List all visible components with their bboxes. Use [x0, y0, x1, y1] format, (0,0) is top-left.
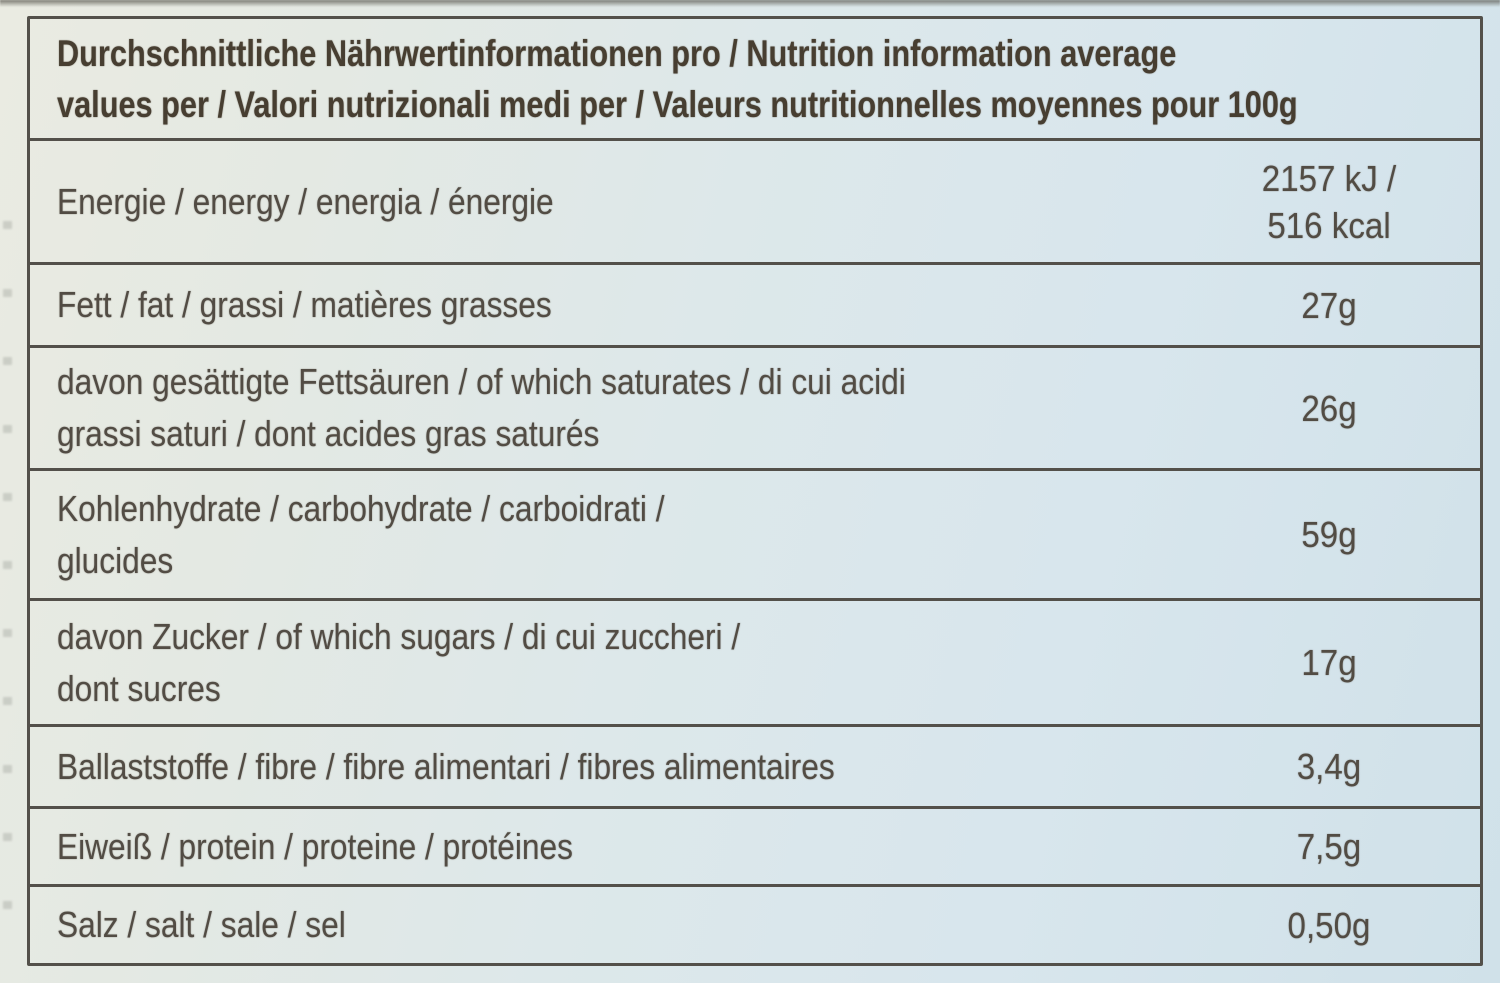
photo-top-edge-shadow	[0, 0, 1500, 7]
row-value-salt: 0,50g	[1204, 902, 1454, 949]
row-value-text: 516 kcal	[1267, 204, 1391, 246]
row-label-text: Salz / salt / sale / sel	[57, 904, 346, 945]
table-row-protein: Eiweiß / protein / proteine / protéines …	[30, 809, 1480, 887]
row-value-text: 27g	[1301, 284, 1357, 326]
table-row-carbohydrate: Kohlenhydrate / carbohydrate / carboidra…	[30, 471, 1480, 601]
row-label-sugars: davon Zucker / of which sugars / di cui …	[30, 611, 1204, 715]
row-value-fat: 27g	[1204, 282, 1454, 329]
row-label-salt: Salz / salt / sale / sel	[30, 899, 1204, 951]
row-label-text: Fett / fat / grassi / matières grasses	[57, 284, 552, 325]
row-value-text: 7,5g	[1296, 826, 1362, 867]
table-row-energy: Energie / energy / energia / énergie 215…	[30, 141, 1480, 265]
table-header-row: Durchschnittliche Nährwertinformationen …	[30, 19, 1480, 141]
row-value-text: 0,50g	[1287, 904, 1371, 946]
row-label-text: glucides	[57, 539, 174, 581]
header-line-1: Durchschnittliche Nährwertinformationen …	[57, 32, 1177, 74]
row-value-text: 3,4g	[1296, 746, 1362, 787]
row-label-energy: Energie / energy / energia / énergie	[30, 176, 1204, 228]
row-label-fat: Fett / fat / grassi / matières grasses	[30, 279, 1204, 331]
row-value-carbohydrate: 59g	[1204, 511, 1454, 558]
table-row-fat: Fett / fat / grassi / matières grasses 2…	[30, 265, 1480, 348]
row-label-fibre: Ballaststoffe / fibre / fibre alimentari…	[30, 741, 1204, 793]
row-label-text: Ballaststoffe / fibre / fibre alimentari…	[57, 745, 835, 787]
row-label-text: davon Zucker / of which sugars / di cui …	[57, 615, 741, 657]
row-label-text: Energie / energy / energia / énergie	[57, 180, 554, 222]
row-label-text: Kohlenhydrate / carbohydrate / carboidra…	[57, 487, 665, 529]
table-row-saturates: davon gesättigte Fettsäuren / of which s…	[30, 348, 1480, 471]
row-value-text: 26g	[1301, 387, 1357, 429]
row-value-text: 2157 kJ /	[1261, 157, 1397, 199]
row-value-sugars: 17g	[1204, 639, 1454, 686]
row-label-saturates: davon gesättigte Fettsäuren / of which s…	[30, 356, 1204, 460]
row-value-fibre: 3,4g	[1204, 743, 1454, 790]
row-value-saturates: 26g	[1204, 385, 1454, 432]
row-label-text: davon gesättigte Fettsäuren / of which s…	[57, 361, 906, 402]
row-value-protein: 7,5g	[1204, 823, 1454, 870]
table-row-sugars: davon Zucker / of which sugars / di cui …	[30, 601, 1480, 727]
table-row-salt: Salz / salt / sale / sel 0,50g	[30, 887, 1480, 963]
nutrition-table: Durchschnittliche Nährwertinformationen …	[27, 16, 1483, 966]
row-value-energy: 2157 kJ / 516 kcal	[1204, 155, 1454, 249]
row-label-protein: Eiweiß / protein / proteine / protéines	[30, 821, 1204, 873]
row-label-carbohydrate: Kohlenhydrate / carbohydrate / carboidra…	[30, 483, 1204, 587]
table-row-fibre: Ballaststoffe / fibre / fibre alimentari…	[30, 727, 1480, 809]
row-label-text: grassi saturi / dont acides gras saturés	[57, 413, 600, 454]
left-edge-print-marks	[3, 195, 12, 940]
table-header: Durchschnittliche Nährwertinformationen …	[30, 28, 1480, 130]
header-line-2: values per / Valori nutrizionali medi pe…	[57, 83, 1298, 125]
row-label-text: Eiweiß / protein / proteine / protéines	[57, 825, 573, 867]
row-label-text: dont sucres	[57, 667, 221, 709]
row-value-text: 17g	[1301, 642, 1357, 683]
row-value-text: 59g	[1301, 514, 1357, 555]
